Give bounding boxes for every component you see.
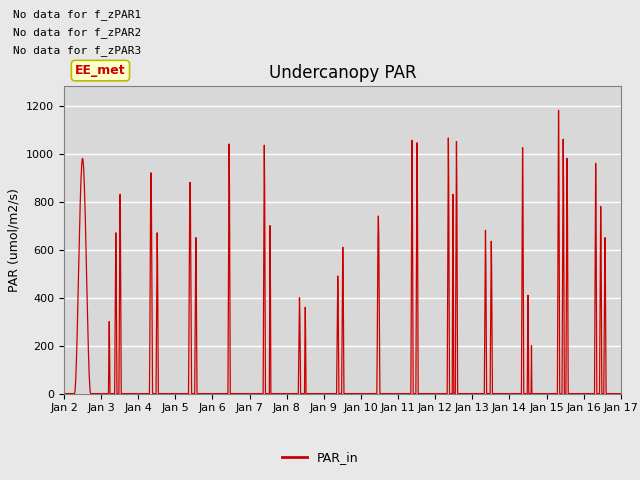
Legend: PAR_in: PAR_in xyxy=(276,446,364,469)
Text: No data for f_zPAR1: No data for f_zPAR1 xyxy=(13,9,141,20)
Text: EE_met: EE_met xyxy=(75,64,126,77)
Title: Undercanopy PAR: Undercanopy PAR xyxy=(269,64,416,82)
Text: No data for f_zPAR3: No data for f_zPAR3 xyxy=(13,45,141,56)
Y-axis label: PAR (umol/m2/s): PAR (umol/m2/s) xyxy=(8,188,20,292)
Text: No data for f_zPAR2: No data for f_zPAR2 xyxy=(13,27,141,38)
